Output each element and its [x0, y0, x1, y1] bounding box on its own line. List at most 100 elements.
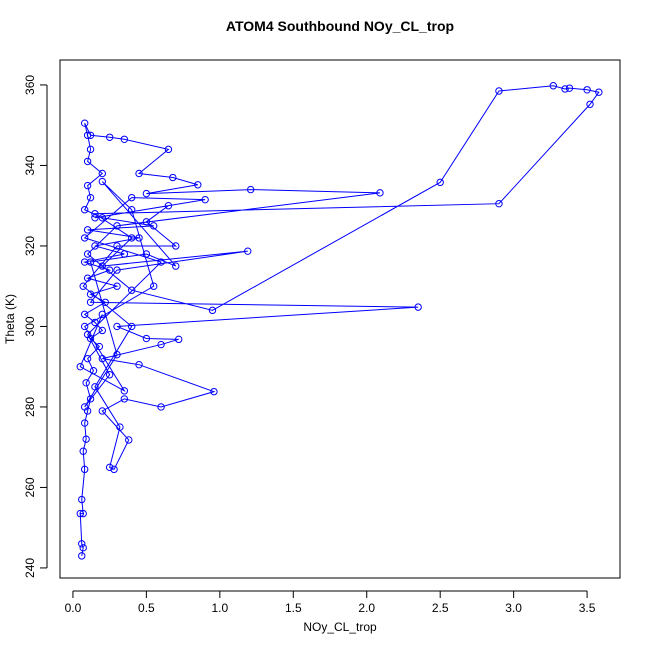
data-point [120, 250, 129, 258]
y-tick-label: 320 [23, 236, 37, 256]
data-point [583, 86, 591, 94]
data-point [79, 509, 87, 518]
data-point [116, 423, 124, 431]
data-point [414, 303, 422, 311]
data-point [565, 84, 574, 92]
data-point [78, 495, 86, 504]
data-point [113, 350, 121, 359]
data-point [105, 463, 114, 472]
data-point [244, 247, 252, 255]
data-point [82, 435, 90, 443]
data-point [125, 436, 133, 444]
x-tick-label: 0.0 [65, 601, 82, 615]
x-tick-label: 2.0 [358, 601, 375, 615]
data-point [91, 383, 99, 391]
plot-box [59, 59, 621, 579]
data-point [142, 189, 151, 198]
data-point [127, 193, 136, 202]
data-point [95, 342, 104, 351]
data-point [101, 298, 109, 306]
data-point [201, 195, 209, 204]
data-point [76, 509, 84, 518]
data-point [164, 202, 173, 210]
data-point [172, 262, 180, 270]
data-point [83, 354, 92, 363]
data-point [135, 234, 143, 242]
data-point [376, 189, 384, 197]
data-point [98, 407, 107, 415]
data-point [105, 266, 114, 274]
data-point [135, 169, 143, 178]
data-point [80, 310, 89, 319]
data-point [80, 403, 89, 411]
data-point [113, 242, 121, 250]
data-point [98, 214, 107, 222]
data-point [135, 360, 143, 369]
data-point [83, 181, 92, 190]
data-point [174, 335, 183, 344]
data-point [210, 387, 218, 396]
data-point [98, 354, 107, 363]
data-point [127, 206, 136, 214]
data-point [113, 222, 121, 230]
data-point [495, 87, 503, 95]
data-point [80, 465, 89, 474]
data-point [120, 387, 129, 395]
data-point [91, 210, 99, 218]
data-point [169, 173, 177, 182]
data-point [586, 100, 594, 108]
data-point [142, 250, 151, 258]
data-point [83, 330, 92, 339]
data-point [80, 258, 89, 266]
data-point [91, 318, 99, 327]
data-point [495, 199, 503, 208]
data-point [113, 322, 121, 331]
data-point [246, 185, 255, 194]
data-point [83, 226, 92, 234]
data-point [172, 242, 180, 250]
data-point [98, 169, 107, 178]
data-point [127, 234, 136, 242]
data-point [80, 206, 89, 214]
y-tick-label: 360 [23, 75, 37, 95]
data-point [91, 242, 99, 250]
x-tick-label: 0.5 [138, 601, 155, 615]
data-point [142, 334, 151, 343]
chart-title: ATOM4 Southbound NOy_CL_trop [226, 18, 454, 34]
data-point [110, 465, 118, 474]
data-point [83, 274, 92, 282]
data-point [91, 214, 99, 222]
data-point [83, 157, 92, 166]
data-point [83, 250, 92, 258]
data-point [78, 540, 86, 548]
data-point [78, 552, 86, 560]
data-point [79, 282, 87, 290]
data-point [80, 419, 89, 427]
data-point [142, 218, 151, 226]
data-point [157, 258, 165, 266]
data-point [150, 222, 158, 230]
x-axis-label: NOy_CL_trop [303, 620, 377, 634]
data-point [436, 178, 444, 187]
data-point [98, 177, 107, 186]
x-tick-label: 1.0 [211, 601, 228, 615]
data-point [86, 145, 95, 154]
data-point [157, 403, 165, 411]
data-point [549, 82, 558, 90]
data-point [561, 85, 569, 93]
x-tick-label: 2.5 [432, 601, 449, 615]
data-point [127, 286, 136, 294]
data-point [89, 367, 98, 375]
data-point [113, 282, 121, 290]
y-tick-label: 300 [23, 316, 37, 336]
y-tick-label: 340 [23, 155, 37, 175]
data-point [113, 266, 121, 274]
data-point [208, 306, 217, 315]
data-point [86, 298, 95, 306]
data-point [194, 181, 202, 189]
data-point [86, 258, 95, 266]
y-axis-label: Theta (K) [3, 294, 17, 344]
data-point [595, 88, 603, 96]
data-point [98, 326, 107, 335]
